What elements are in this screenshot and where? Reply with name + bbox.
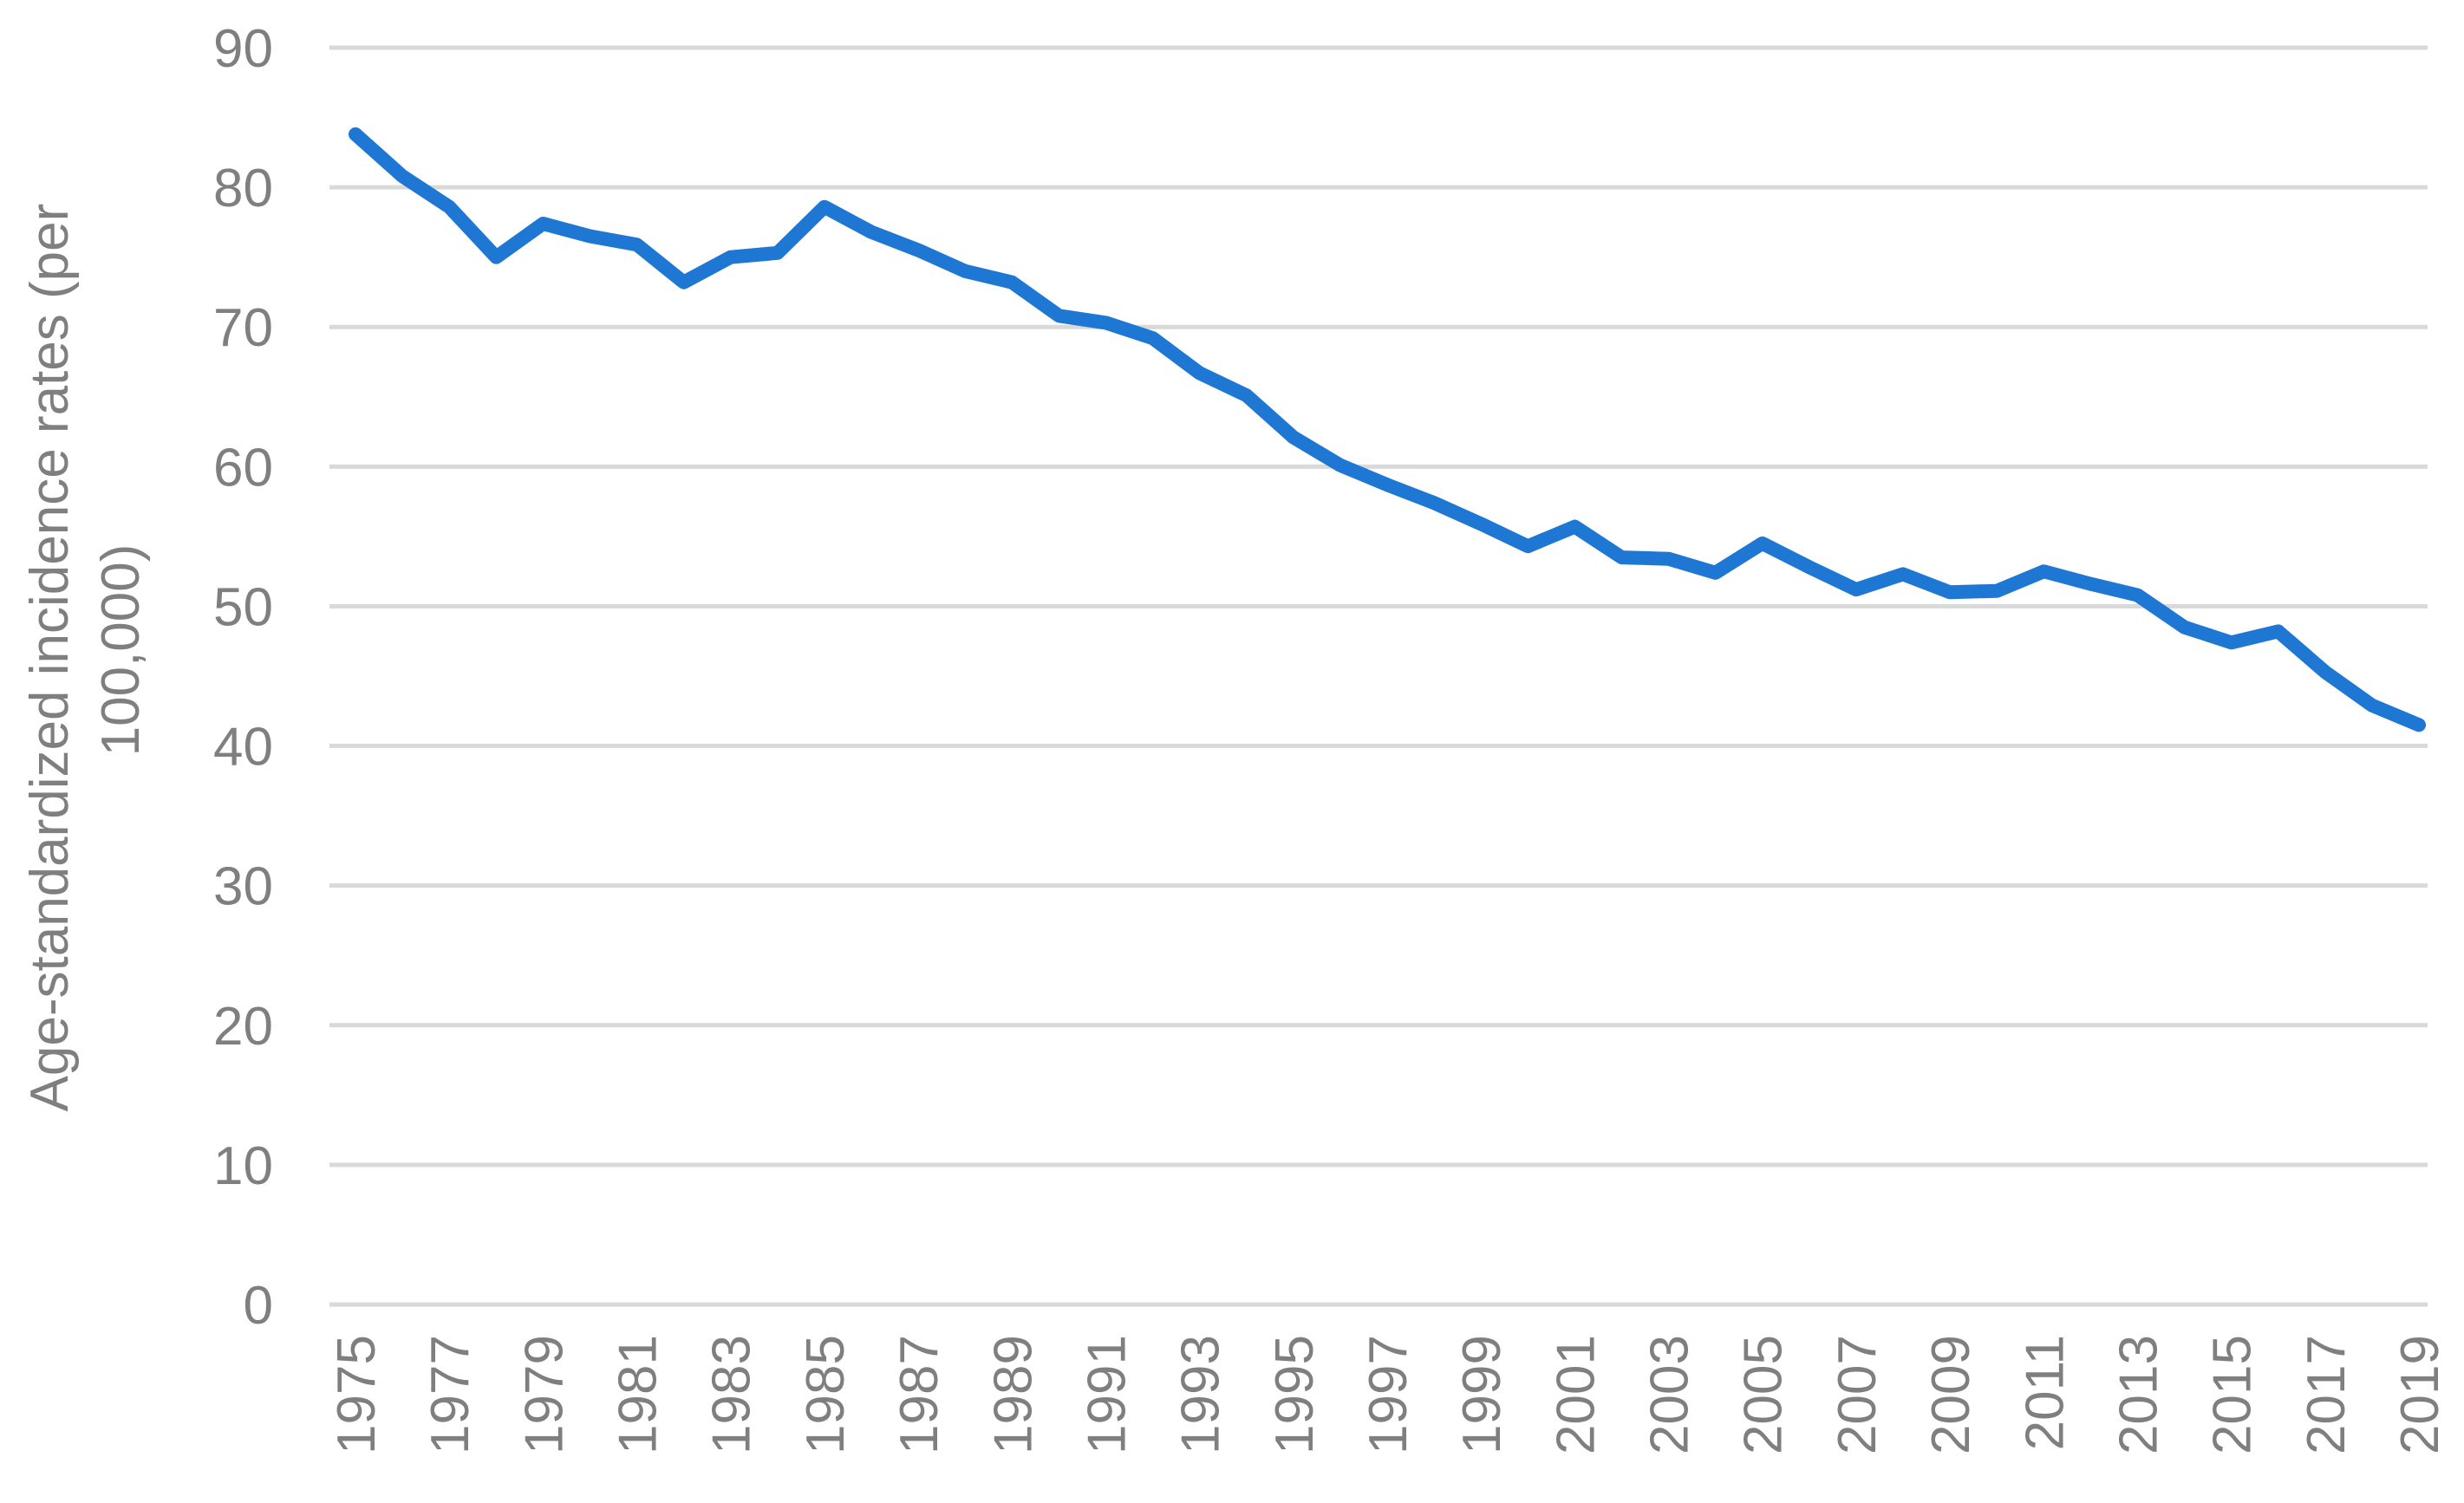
x-tick-labels: 1975 1977 1979 1981 1983 1985 1987 1989 1991 1993… xyxy=(327,1335,2450,1454)
x-tick-label: 1995 xyxy=(1265,1335,1325,1454)
x-tick-label: 1979 xyxy=(514,1335,574,1454)
y-tick-label: 60 xyxy=(213,438,273,498)
y-axis-title-line-1: Age-standardized incidence rates (per xyxy=(20,204,80,1112)
x-tick-label: 2005 xyxy=(1734,1335,1794,1454)
x-tick-label: 1999 xyxy=(1452,1335,1512,1454)
x-tick-label: 2007 xyxy=(1828,1335,1887,1454)
y-axis-title-line-2: 100,000) xyxy=(91,544,151,757)
series-line-0 xyxy=(349,127,2426,732)
series-layer xyxy=(349,127,2426,732)
x-tick-label: 2003 xyxy=(1640,1335,1700,1454)
x-tick-label: 2019 xyxy=(2390,1335,2450,1454)
x-tick-label: 1981 xyxy=(609,1335,668,1454)
x-tick-label: 1975 xyxy=(327,1335,387,1454)
x-tick-label: 1991 xyxy=(1077,1335,1137,1454)
x-tick-label: 1977 xyxy=(420,1335,480,1454)
y-tick-label: 90 xyxy=(213,19,273,79)
x-tick-label: 1989 xyxy=(983,1335,1043,1454)
x-tick-label: 1993 xyxy=(1171,1335,1231,1454)
x-tick-label: 1985 xyxy=(796,1335,856,1454)
y-tick-label: 50 xyxy=(213,577,273,637)
x-tick-label: 2001 xyxy=(1546,1335,1606,1454)
x-tick-label: 1997 xyxy=(1359,1335,1418,1454)
x-tick-label: 2017 xyxy=(2297,1335,2356,1454)
y-tick-labels: 0 10 20 30 40 50 60 70 80 90 xyxy=(213,19,273,1336)
x-tick-label: 2009 xyxy=(1921,1335,1981,1454)
y-tick-label: 20 xyxy=(213,997,273,1057)
x-tick-label: 1987 xyxy=(890,1335,949,1454)
x-tick-label: 2015 xyxy=(2203,1335,2263,1454)
x-tick-label: 2013 xyxy=(2109,1335,2168,1454)
y-tick-label: 70 xyxy=(213,298,273,358)
y-tick-label: 80 xyxy=(213,159,273,218)
y-axis-title: Age-standardized incidence rates (per 10… xyxy=(20,189,151,1112)
y-tick-label: 10 xyxy=(213,1136,273,1196)
y-tick-label: 40 xyxy=(213,718,273,778)
x-tick-label: 2011 xyxy=(2015,1335,2075,1450)
y-tick-label: 0 xyxy=(244,1276,273,1336)
gridlines xyxy=(329,45,2428,1307)
y-tick-label: 30 xyxy=(213,857,273,917)
x-tick-label: 1983 xyxy=(702,1335,762,1454)
